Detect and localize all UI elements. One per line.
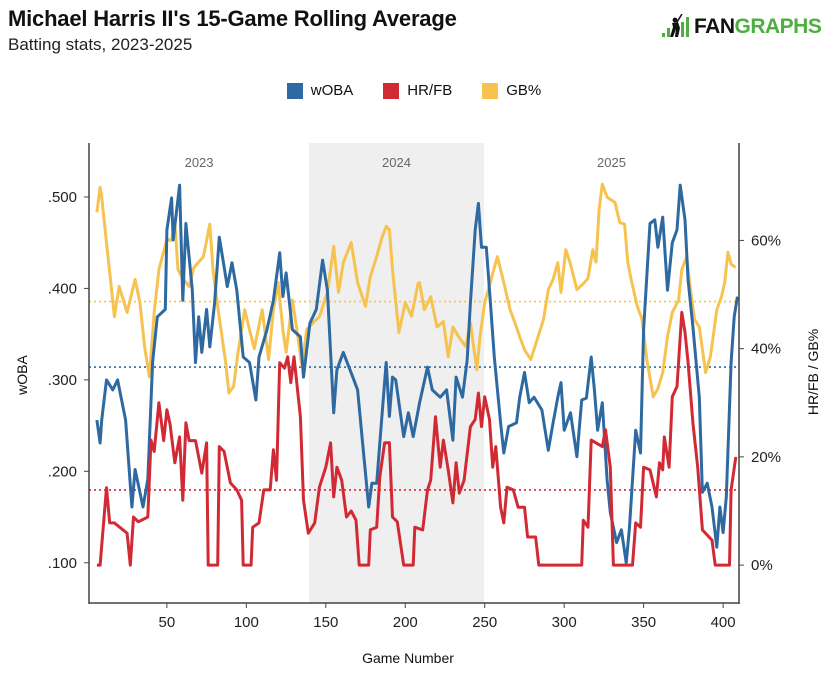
y-left-tick-label: .100 [48,555,77,572]
batter-bars-icon [662,14,689,37]
legend: wOBA HR/FB GB% [0,82,828,99]
series-line-gb [95,182,737,399]
legend-swatch-hrfb [383,82,400,99]
legend-item-hrfb: HR/FB [383,82,452,99]
legend-swatch-gb [482,82,499,99]
x-axis-label: Game Number [362,650,454,666]
y-right-tick-label: 20% [751,449,781,466]
x-tick-label: 300 [552,614,577,631]
y-left-tick-label: .200 [48,463,77,480]
x-tick-label: 350 [631,614,656,631]
y-axis-right-label: HR/FB / GB% [805,329,821,415]
legend-item-woba: wOBA [286,82,354,99]
season-label-2023: 2023 [185,155,214,170]
series-line-hrfb [96,310,738,567]
y-right-tick-label: 60% [751,232,781,249]
legend-label-woba: wOBA [310,82,354,99]
x-tick-label: 150 [313,614,338,631]
legend-label-gb: GB% [506,82,542,99]
y-axis-left-label: wOBA [14,355,30,396]
chart-subtitle: Batting stats, 2023-2025 [8,35,193,54]
x-tick-label: 100 [234,614,259,631]
legend-label-hrfb: HR/FB [407,82,453,99]
y-right-tick-label: 0% [751,557,773,574]
y-left-tick-label: .500 [48,189,77,206]
x-tick-label: 400 [711,614,736,631]
season-label-2024: 2024 [382,155,411,170]
x-tick-label: 50 [159,614,176,631]
logo-text-graphs: GRAPHS [734,15,822,38]
x-tick-label: 200 [393,614,418,631]
chart-title: Michael Harris II's 15-Game Rolling Aver… [8,6,457,31]
series-line-woba [95,183,739,565]
y-left-tick-label: .400 [48,280,77,297]
legend-item-gb: GB% [482,82,541,99]
x-tick-label: 250 [472,614,497,631]
y-left-tick-label: .300 [48,372,77,389]
y-right-tick-label: 40% [751,341,781,358]
fangraphs-logo: FAN GRAPHS [662,14,822,38]
logo-text-fan: FAN [694,15,735,38]
season-label-2025: 2025 [597,155,626,170]
legend-swatch-woba [286,82,303,99]
